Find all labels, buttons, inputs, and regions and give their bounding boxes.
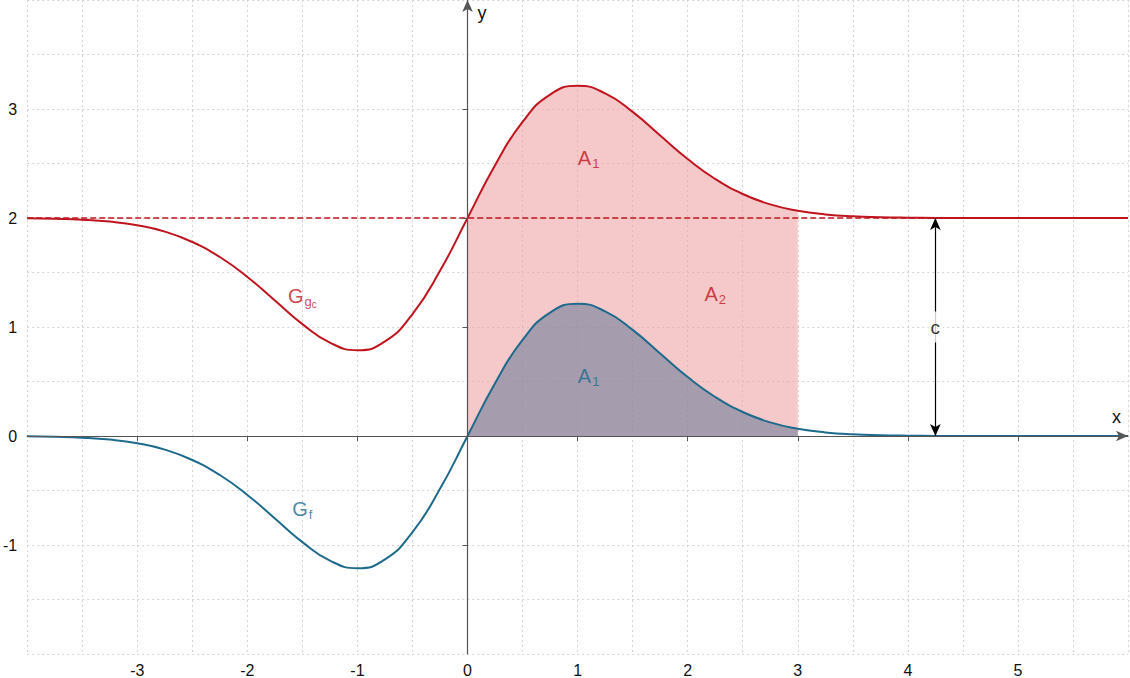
svg-text:1: 1 xyxy=(592,156,599,171)
svg-text:5: 5 xyxy=(1013,662,1022,678)
svg-text:3: 3 xyxy=(793,662,802,678)
svg-text:3: 3 xyxy=(8,101,17,118)
svg-text:y: y xyxy=(478,3,487,23)
svg-text:2: 2 xyxy=(8,210,17,227)
svg-text:G: G xyxy=(292,498,308,520)
svg-text:0: 0 xyxy=(8,428,17,445)
svg-text:c: c xyxy=(931,317,941,338)
svg-text:-1: -1 xyxy=(350,662,364,678)
svg-text:x: x xyxy=(1112,407,1121,427)
svg-text:4: 4 xyxy=(903,662,912,678)
svg-text:1: 1 xyxy=(573,662,582,678)
svg-text:0: 0 xyxy=(463,662,472,678)
svg-text:1: 1 xyxy=(8,319,17,336)
svg-text:A: A xyxy=(578,365,592,387)
svg-text:f: f xyxy=(309,507,313,522)
svg-text:G: G xyxy=(288,285,304,307)
svg-text:-3: -3 xyxy=(130,662,144,678)
svg-text:-2: -2 xyxy=(240,662,254,678)
svg-text:A: A xyxy=(578,147,592,169)
svg-text:1: 1 xyxy=(592,374,599,389)
svg-text:A: A xyxy=(704,283,718,305)
svg-text:2: 2 xyxy=(683,662,692,678)
svg-text:2: 2 xyxy=(719,292,726,307)
svg-text:c: c xyxy=(312,299,317,310)
svg-text:g: g xyxy=(305,294,312,309)
svg-text:-1: -1 xyxy=(3,537,17,554)
